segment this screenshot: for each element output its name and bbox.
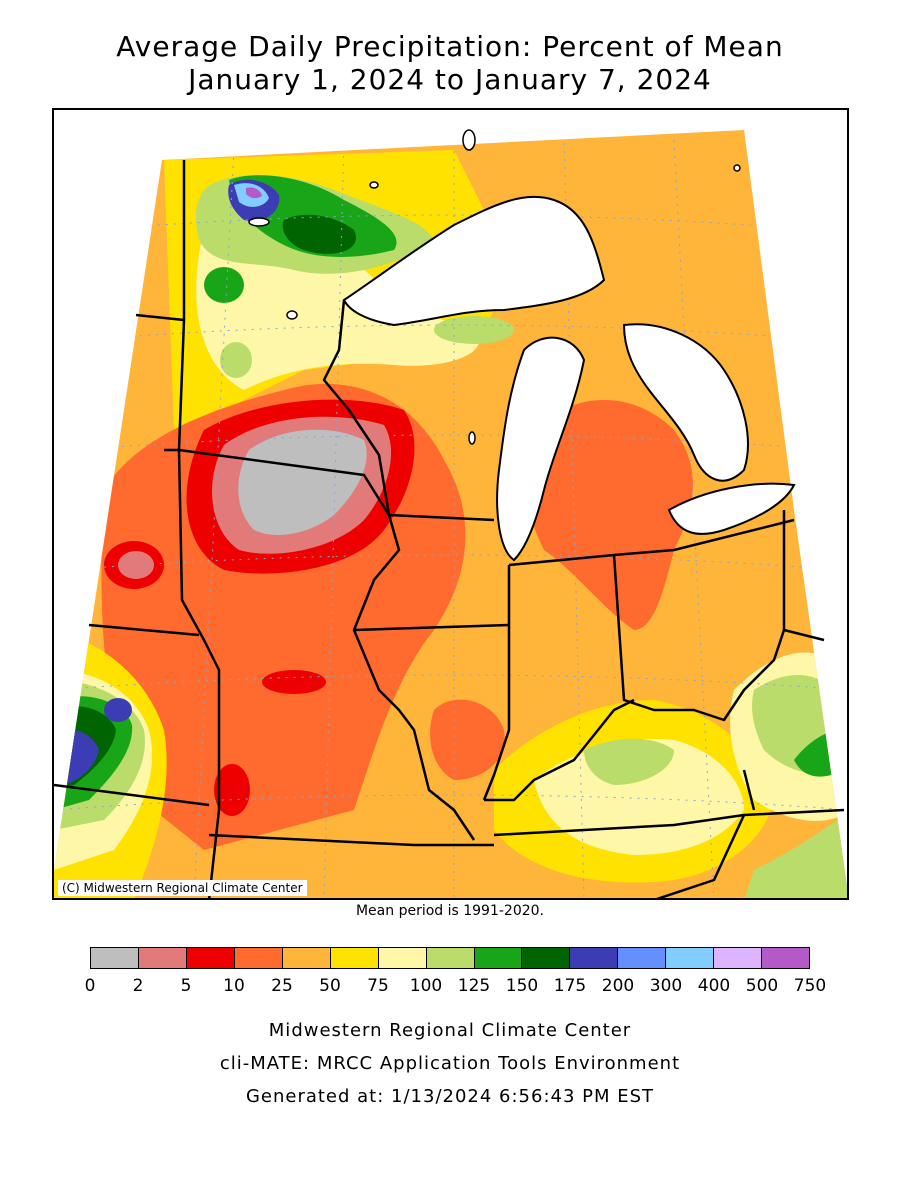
lat-lon-grid: [54, 134, 847, 898]
legend-swatch-7: [426, 948, 475, 968]
legend-label: 175: [553, 976, 587, 996]
legend-label: 50: [319, 976, 341, 996]
legend-label: 125: [457, 976, 491, 996]
precip-zone-5-10: [262, 670, 326, 694]
legend-swatch-11: [618, 948, 667, 968]
precip-zone-5-10: [214, 764, 250, 816]
great-lakes: [342, 195, 796, 562]
lake-erie: [667, 482, 796, 535]
precip-zone-125-150: [204, 267, 244, 303]
legend-label: 10: [223, 976, 245, 996]
precip-zone-100-125: [744, 810, 847, 898]
legend-swatch-14: [762, 948, 810, 968]
legend-label: 400: [697, 976, 731, 996]
legend-label: 0: [84, 976, 96, 996]
legend-label: 500: [745, 976, 779, 996]
legend-swatch-0: [91, 948, 139, 968]
copyright-label: (C) Midwestern Regional Climate Center: [58, 880, 307, 896]
map-canvas: [54, 129, 847, 898]
legend-labels: 0 2 5 10 25 50 75 100 125 150 175 200 300 400 500 750: [0, 976, 900, 1000]
color-legend: [90, 947, 810, 969]
legend-label: 75: [367, 976, 389, 996]
legend-label: 200: [601, 976, 635, 996]
map-title: Average Daily Precipitation: Percent of …: [116, 30, 784, 63]
legend-swatch-5: [330, 948, 379, 968]
lake-huron: [622, 323, 749, 482]
footer-application: cli-MATE: MRCC Application Tools Environ…: [219, 1053, 681, 1074]
footer-organization: Midwestern Regional Climate Center: [268, 1020, 632, 1041]
legend-swatch-9: [522, 948, 571, 968]
legend-swatch-1: [138, 948, 187, 968]
lake-michigan: [496, 336, 586, 562]
precip-zone-175-200: [104, 698, 132, 722]
legend-label: 5: [180, 976, 192, 996]
legend-swatch-6: [378, 948, 427, 968]
footer-generated-time: Generated at: 1/13/2024 6:56:43 PM EST: [245, 1086, 655, 1107]
legend-label: 750: [793, 976, 827, 996]
precip-zone-75-100: [534, 739, 744, 855]
legend-swatch-3: [234, 948, 283, 968]
precip-zone-100-125: [220, 342, 252, 378]
mean-period-note: Mean period is 1991-2020.: [355, 903, 545, 919]
legend-swatch-12: [666, 948, 715, 968]
lake-islands: [248, 129, 741, 445]
legend-swatch-10: [570, 948, 619, 968]
map-subtitle: January 1, 2024 to January 7, 2024: [188, 63, 712, 96]
precip-zone-500-750: [246, 187, 262, 199]
legend-swatch-13: [714, 948, 763, 968]
legend-label: 150: [505, 976, 539, 996]
precipitation-map: (C) Midwestern Regional Climate Center: [52, 108, 849, 900]
precip-zone-100-125: [584, 738, 674, 785]
precip-zone-10-25: [430, 699, 505, 780]
legend-swatch-2: [186, 948, 235, 968]
legend-label: 2: [132, 976, 144, 996]
legend-swatch-8: [474, 948, 523, 968]
legend-label: 100: [409, 976, 443, 996]
lake-superior: [342, 195, 606, 327]
precip-zone-150-175: [282, 214, 356, 254]
legend-swatch-4: [282, 948, 331, 968]
precip-zone-10-25: [523, 400, 693, 630]
legend-label: 25: [271, 976, 293, 996]
precip-zone-100-125: [434, 316, 514, 344]
state-boundaries: [54, 160, 845, 898]
legend-label: 300: [649, 976, 683, 996]
